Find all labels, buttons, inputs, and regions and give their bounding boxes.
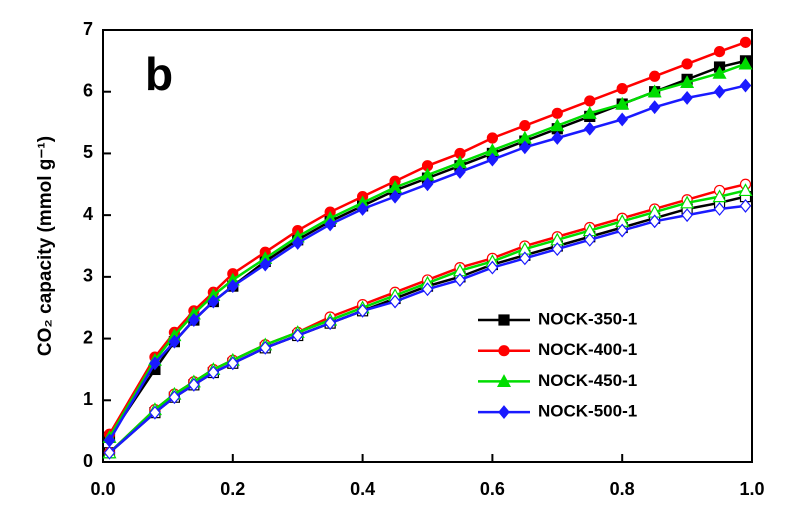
marker — [389, 189, 401, 204]
marker — [584, 95, 596, 107]
marker — [486, 132, 498, 144]
marker — [738, 183, 753, 197]
marker — [739, 36, 752, 48]
marker — [496, 374, 512, 387]
marker — [649, 70, 661, 82]
series-line — [108, 204, 746, 454]
marker — [648, 214, 661, 229]
marker — [551, 107, 563, 119]
marker — [647, 84, 662, 98]
y-axis-label: CO₂ capacity (mmol g⁻¹) — [35, 136, 56, 356]
y-tick-label: 1 — [83, 389, 93, 409]
series-line — [108, 84, 746, 442]
marker — [713, 202, 726, 216]
marker — [680, 75, 695, 89]
marker — [648, 100, 661, 115]
y-tick-label: 6 — [83, 80, 93, 100]
marker — [149, 356, 161, 371]
marker — [498, 405, 510, 420]
legend-label: NOCK-450-1 — [538, 371, 637, 390]
y-tick-label: 0 — [83, 451, 93, 471]
legend-label: NOCK-400-1 — [538, 340, 637, 359]
marker — [227, 356, 239, 371]
marker — [356, 303, 369, 318]
marker — [291, 235, 304, 250]
marker — [207, 294, 220, 309]
marker — [680, 195, 695, 209]
y-tick-label: 4 — [83, 204, 93, 224]
marker — [739, 78, 752, 93]
y-tick-label: 5 — [83, 142, 93, 162]
marker — [498, 314, 510, 326]
marker — [259, 257, 272, 272]
plot-frame — [102, 29, 753, 463]
marker — [681, 58, 693, 70]
marker — [149, 405, 161, 420]
marker — [389, 294, 401, 309]
marker — [188, 377, 200, 392]
marker — [168, 334, 181, 349]
marker — [713, 84, 726, 99]
marker — [681, 208, 693, 223]
marker — [356, 202, 369, 216]
marker — [616, 112, 628, 127]
marker — [103, 433, 116, 448]
marker — [582, 106, 597, 119]
marker — [103, 445, 116, 460]
series-line — [108, 183, 746, 454]
marker — [583, 232, 596, 247]
marker — [739, 198, 752, 213]
y-tick-label: 7 — [83, 19, 93, 39]
marker — [291, 328, 304, 343]
series-line — [108, 41, 746, 435]
marker — [227, 279, 239, 294]
x-tick-label: 0.8 — [610, 479, 635, 499]
marker — [738, 56, 753, 70]
marker — [421, 282, 434, 297]
marker — [519, 120, 531, 132]
marker — [551, 242, 564, 257]
marker — [616, 223, 628, 238]
series-line — [108, 195, 746, 454]
marker — [259, 340, 272, 355]
x-tick-label: 0.6 — [480, 479, 505, 499]
marker — [615, 96, 630, 110]
marker — [454, 273, 466, 287]
marker — [616, 83, 628, 95]
marker — [324, 217, 336, 232]
series-line — [108, 189, 746, 454]
legend-label: NOCK-350-1 — [538, 309, 637, 328]
x-tick-label: 1.0 — [739, 479, 764, 499]
marker — [583, 121, 596, 136]
marker — [324, 316, 336, 331]
legend-label: NOCK-500-1 — [538, 402, 637, 421]
marker — [519, 251, 531, 266]
marker — [486, 260, 499, 275]
series-line — [108, 62, 746, 438]
marker — [712, 189, 727, 203]
y-tick-label: 2 — [83, 327, 93, 347]
marker — [519, 140, 531, 155]
marker — [551, 131, 564, 145]
marker — [681, 90, 693, 105]
marker — [713, 45, 726, 58]
marker — [207, 365, 220, 380]
x-tick-label: 0.2 — [220, 479, 245, 499]
x-tick-label: 0.4 — [350, 479, 375, 499]
marker — [486, 152, 499, 167]
marker — [454, 165, 466, 179]
x-tick-label: 0.0 — [90, 479, 115, 499]
series-line — [108, 59, 746, 439]
marker — [550, 118, 565, 132]
marker — [498, 345, 510, 357]
marker — [712, 65, 727, 79]
marker — [188, 313, 200, 327]
marker — [168, 390, 181, 405]
marker — [421, 177, 434, 192]
panel-label: b — [145, 48, 173, 100]
y-tick-label: 3 — [83, 266, 93, 286]
